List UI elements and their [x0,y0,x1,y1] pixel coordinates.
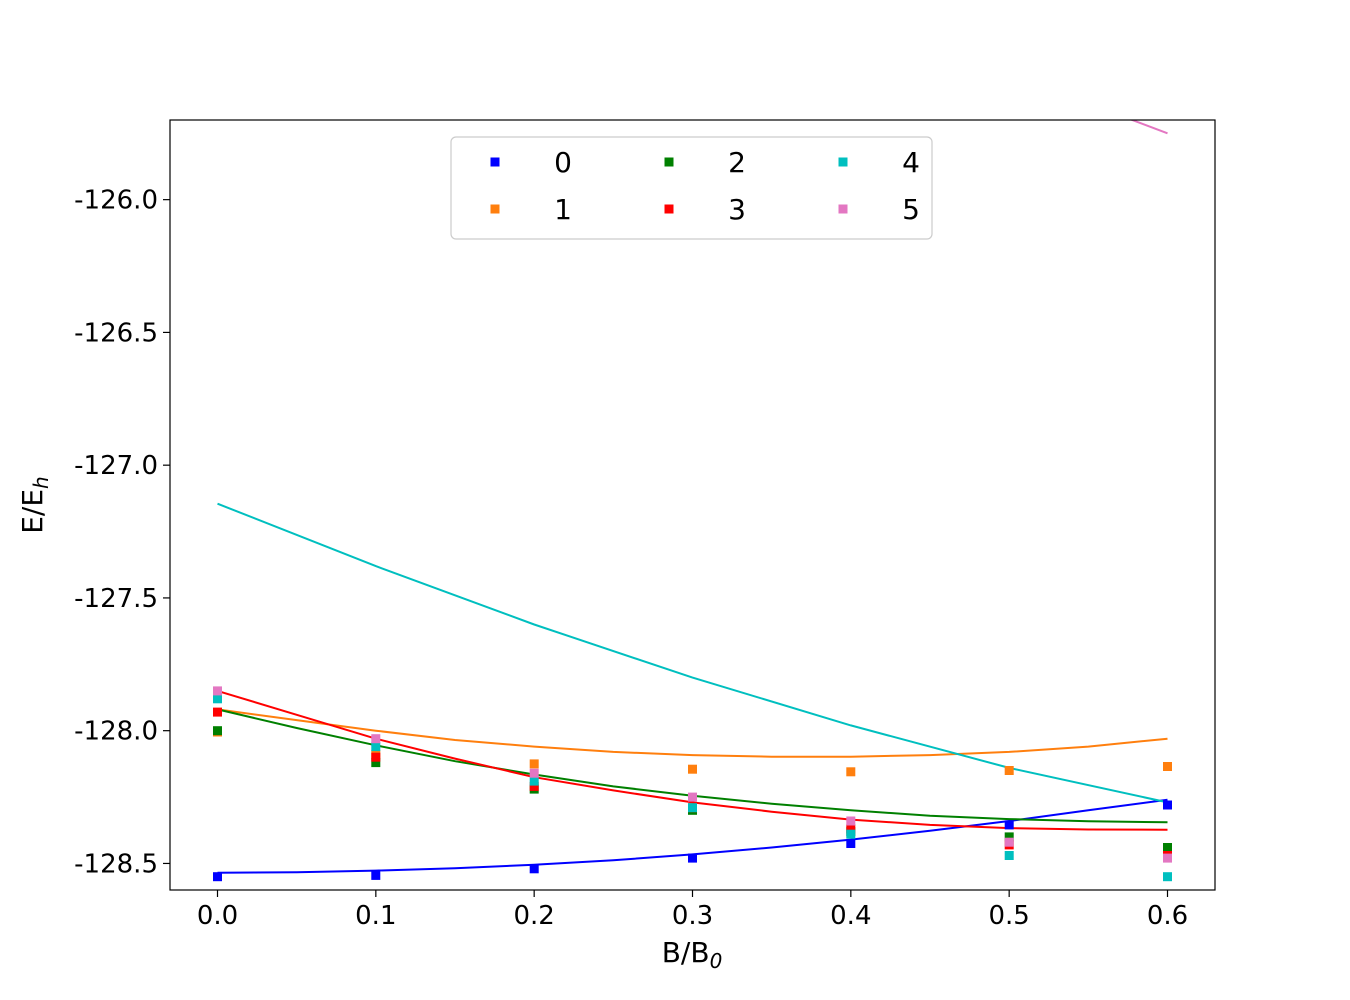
legend-label: 5 [902,193,920,226]
data-point-series-0 [213,872,222,882]
data-point-series-3 [371,752,381,762]
data-point-series-4 [1163,872,1172,882]
data-point-series-1 [846,767,856,777]
y-tick-label: -126.0 [74,186,158,216]
x-tick-label: 0.5 [988,901,1029,931]
x-axis: 0.0 0.1 0.2 0.3 0.4 0.5 0.6 [197,890,1188,931]
data-point-series-2 [1163,843,1172,852]
data-point-series-2 [371,758,381,768]
data-point-series-2 [1004,832,1014,842]
legend: 0 1 2 3 4 5 [450,136,933,240]
legend-label: 3 [728,193,746,226]
data-point-series-5 [529,768,539,778]
data-point-series-5 [1004,837,1014,847]
data-point-series-3 [213,707,222,717]
x-tick-label: 0.4 [830,901,871,931]
x-tick-label: 0.3 [672,901,713,931]
legend-marker [490,157,500,167]
data-point-series-0 [529,864,539,874]
fit-curve-series-1 [217,708,1168,758]
data-point-series-5 [1163,853,1172,863]
y-tick-label: -127.5 [74,584,158,614]
data-point-series-4 [213,694,222,704]
data-point-series-1 [1004,766,1014,775]
data-point-series-5 [213,686,222,696]
data-point-series-3 [846,824,856,834]
y-tick-label: -127.0 [74,451,158,481]
x-tick-label: 0.6 [1147,901,1188,931]
data-point-series-1 [1163,762,1172,771]
data-point-series-5 [371,734,381,744]
legend-marker [838,204,848,214]
data-point-series-5 [846,816,856,826]
data-point-series-0 [1163,800,1172,810]
y-tick-label: -128.0 [74,717,158,747]
legend-box [450,136,933,240]
legend-label: 0 [554,146,572,179]
data-point-series-0 [371,870,381,880]
x-tick-label: 0.1 [355,901,396,931]
legend-marker [664,157,674,167]
data-point-series-1 [529,759,539,769]
y-axis: -126.0 -126.5 -127.0 -127.5 -128.0 -128.5 [74,186,170,879]
data-points [213,686,1172,882]
fit-curve-series-5 [1129,120,1168,135]
data-point-series-4 [529,776,539,786]
x-tick-label: 0.2 [513,901,554,931]
data-point-series-4 [688,803,697,813]
data-point-series-2 [213,726,222,736]
y-tick-label: -126.5 [74,318,158,348]
x-axis-label: B/B0 [662,936,723,973]
legend-label: 2 [728,146,746,179]
legend-label: 1 [554,193,572,226]
legend-marker [838,157,848,167]
data-point-series-5 [688,792,697,802]
plot-area [170,120,1215,890]
y-tick-label: -128.5 [74,849,158,879]
data-point-series-3 [529,781,539,791]
data-point-series-0 [846,839,856,848]
legend-marker [490,204,500,214]
x-tick-label: 0.0 [197,901,238,931]
data-point-series-4 [846,829,856,839]
data-point-series-0 [1004,820,1014,830]
data-point-series-4 [371,742,381,752]
data-point-series-4 [1004,851,1014,860]
legend-marker [664,204,674,214]
data-point-series-0 [688,853,697,863]
data-point-series-1 [688,764,697,774]
legend-label: 4 [902,146,920,179]
y-axis-label: E/Eh [16,476,53,534]
